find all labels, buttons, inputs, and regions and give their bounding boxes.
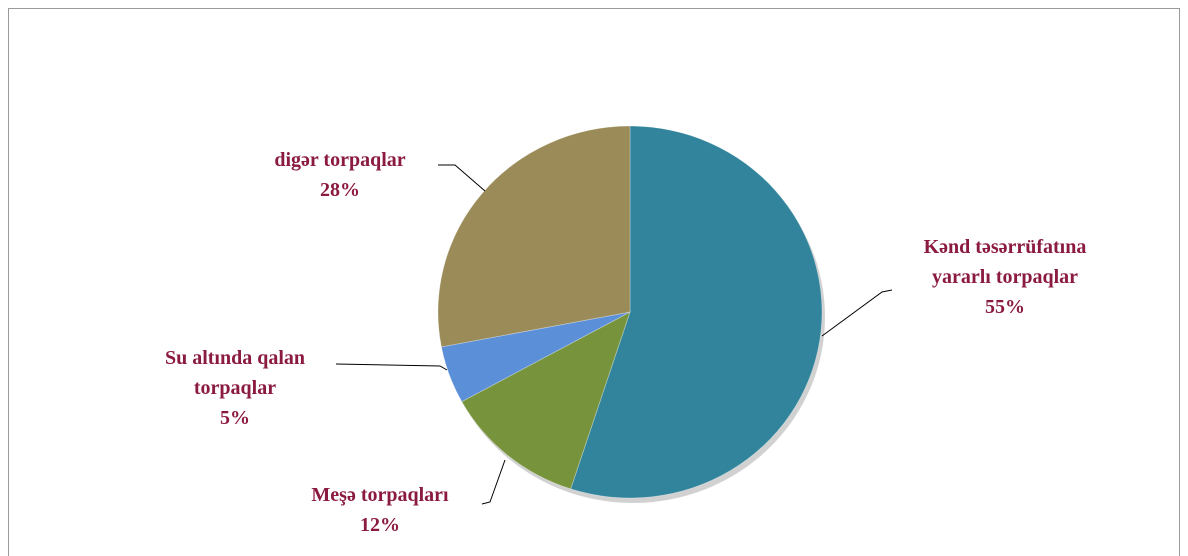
slice-label: digər torpaqlar 28% bbox=[240, 145, 440, 205]
slice-value: 12% bbox=[360, 514, 400, 536]
pie bbox=[437, 125, 825, 503]
leader-line bbox=[335, 363, 448, 371]
pie-slice bbox=[570, 125, 823, 499]
leader-lines bbox=[335, 164, 893, 505]
leader-line bbox=[821, 289, 893, 337]
slice-name: Kənd təsərrüfatına yararlı torpaqlar bbox=[923, 236, 1087, 288]
slice-name: digər torpaqlar bbox=[274, 149, 406, 171]
slice-label: Meşə torpaqları 12% bbox=[270, 480, 490, 540]
leader-line bbox=[481, 459, 506, 505]
slice-value: 5% bbox=[220, 407, 250, 429]
slice-label: Su altında qalan torpaqlar 5% bbox=[135, 343, 335, 433]
pie-slice bbox=[437, 125, 631, 348]
leader-line bbox=[438, 164, 486, 192]
slice-name: Su altında qalan torpaqlar bbox=[164, 347, 306, 399]
pie-slice bbox=[461, 311, 631, 490]
pie-slice bbox=[440, 311, 631, 403]
slice-name: Meşə torpaqları bbox=[311, 484, 449, 506]
slice-value: 28% bbox=[320, 179, 360, 201]
chart-frame bbox=[8, 8, 1180, 556]
slice-label: Kənd təsərrüfatına yararlı torpaqlar 55% bbox=[905, 232, 1105, 322]
slice-value: 55% bbox=[985, 296, 1025, 318]
